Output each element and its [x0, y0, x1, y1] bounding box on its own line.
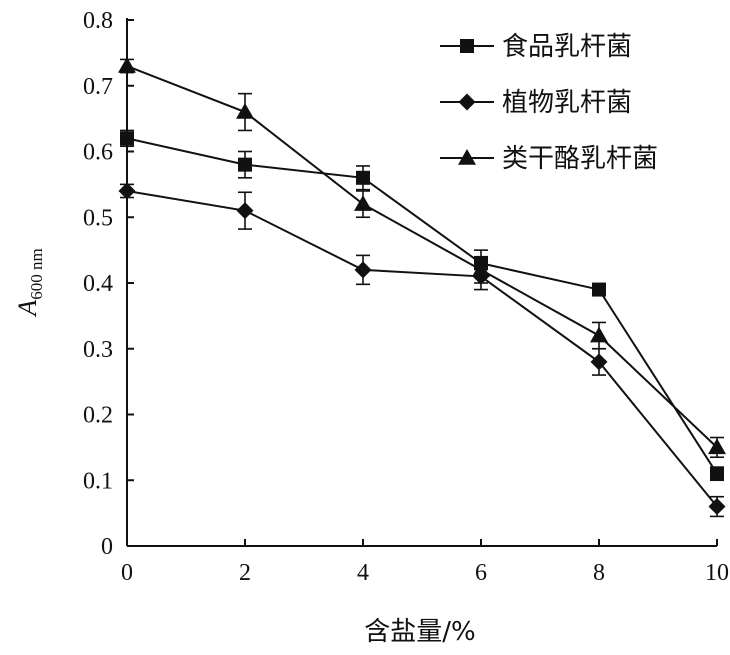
x-tick-label: 6 [475, 560, 487, 586]
series-line [126, 189, 718, 508]
tick-marks [126, 19, 718, 547]
y-tick-label: 0.2 [83, 403, 113, 429]
data-point [472, 260, 490, 277]
series-layer [118, 57, 726, 518]
data-point [118, 57, 136, 73]
x-tick-label: 2 [239, 560, 251, 586]
data-point [592, 282, 606, 297]
y-tick-labels: 0 0.1 0.2 0.3 0.4 0.5 0.6 0.7 0.8 [83, 8, 113, 560]
x-tick-labels: 0 2 4 6 8 10 [121, 560, 729, 586]
y-tick-label: 0.1 [83, 468, 113, 494]
legend-label: 植物乳杆菌 [502, 88, 632, 118]
data-point [118, 182, 136, 200]
x-axis-title: 含盐量/% [364, 617, 475, 647]
y-tick-label: 0.7 [83, 74, 113, 100]
data-point [356, 170, 370, 185]
data-point [710, 466, 724, 481]
data-point [236, 202, 254, 220]
legend-label: 食品乳杆菌 [502, 32, 632, 62]
y-axis-title-sub: 600 nm [27, 248, 46, 299]
data-point [354, 261, 372, 279]
y-axis-title: A600 nm [13, 248, 46, 317]
series-diamond [118, 182, 726, 518]
series-triangle [118, 57, 726, 459]
y-tick-label: 0 [101, 534, 113, 560]
data-point [120, 131, 134, 146]
y-axis-title-main: A [13, 300, 42, 318]
x-tick-label: 0 [121, 560, 133, 586]
legend-item: 植物乳杆菌 [440, 88, 632, 118]
y-tick-label: 0.5 [83, 205, 113, 231]
data-point [708, 498, 726, 516]
legend-item: 类干酪乳杆菌 [440, 144, 658, 174]
x-tick-label: 4 [357, 560, 369, 586]
data-point [590, 326, 608, 343]
legend-label: 类干酪乳杆菌 [502, 144, 658, 174]
legend-marker [458, 93, 476, 111]
series-line [126, 137, 718, 475]
x-tick-label: 8 [593, 560, 605, 586]
series-square [120, 129, 724, 482]
y-tick-label: 0.3 [83, 337, 113, 363]
series-line [126, 65, 718, 449]
legend-marker [458, 149, 476, 165]
data-point [708, 438, 726, 455]
data-point [590, 353, 608, 371]
y-tick-label: 0.8 [83, 8, 113, 34]
legend-marker [460, 39, 474, 53]
legend-item: 食品乳杆菌 [440, 32, 632, 62]
y-tick-label: 0.4 [83, 271, 113, 297]
data-point [238, 157, 252, 172]
data-point [236, 103, 254, 119]
y-tick-label: 0.6 [83, 140, 113, 166]
data-point [354, 195, 372, 211]
x-tick-label: 10 [705, 560, 729, 586]
